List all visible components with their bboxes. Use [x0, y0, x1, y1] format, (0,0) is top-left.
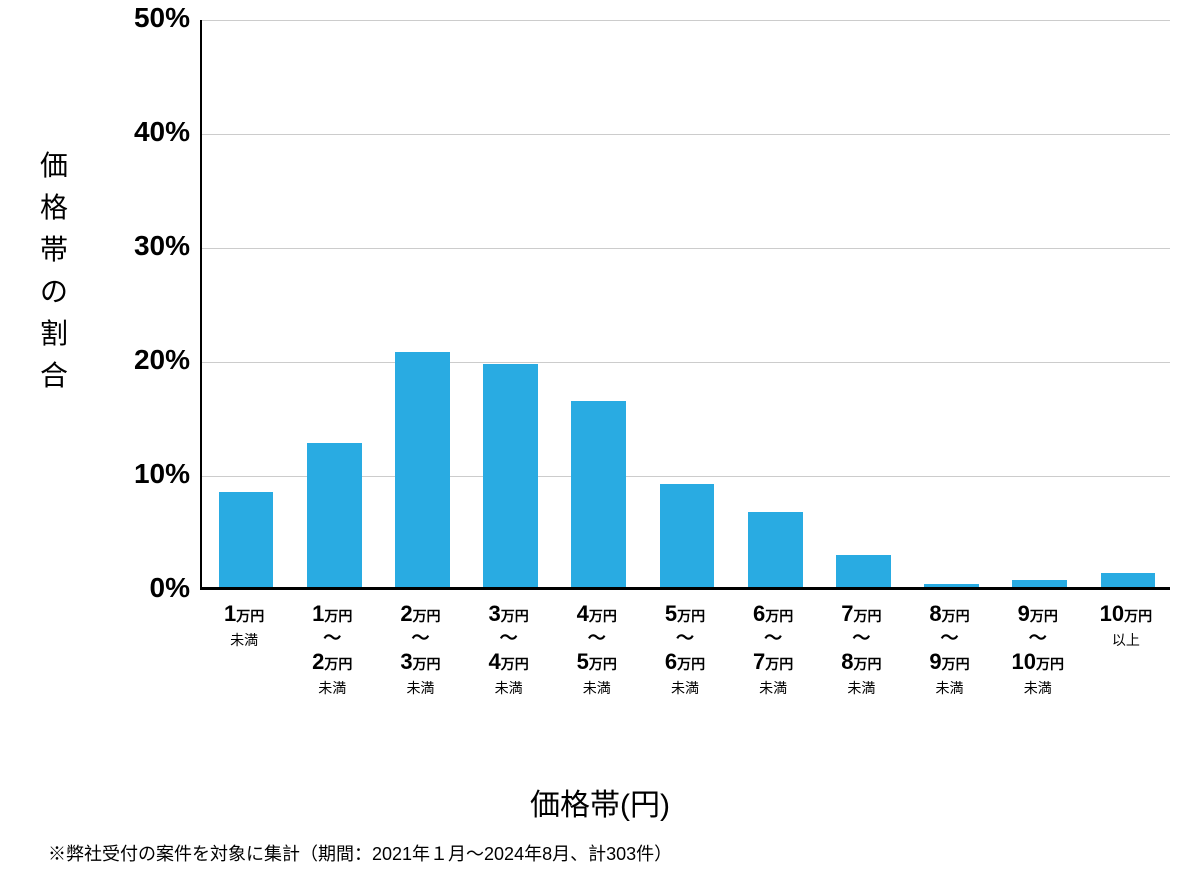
gridline [202, 20, 1170, 21]
x-tick-tilde: 〜 [376, 629, 464, 649]
y-tick-label: 30% [110, 230, 190, 262]
x-tick-suffix: 未満 [905, 679, 993, 697]
x-tick-label: 1万円〜2万円未満 [288, 600, 376, 697]
x-tick-label: 7万円〜8万円未満 [817, 600, 905, 697]
x-tick-line: 2万円 [288, 648, 376, 677]
x-tick-line: 10万円 [994, 648, 1082, 677]
y-tick-label: 10% [110, 458, 190, 490]
y-tick-label: 50% [110, 2, 190, 34]
x-tick-suffix: 未満 [817, 679, 905, 697]
gridline [202, 248, 1170, 249]
y-axis-label: 価格帯の割合 [40, 145, 68, 397]
y-axis-label-char: 格 [40, 187, 68, 229]
x-tick-suffix: 未満 [553, 679, 641, 697]
y-tick-label: 20% [110, 344, 190, 376]
x-tick-suffix: 未満 [376, 679, 464, 697]
x-tick-line: 10万円 [1082, 600, 1170, 629]
x-tick-suffix: 未満 [729, 679, 817, 697]
x-tick-line: 4万円 [553, 600, 641, 629]
x-tick-suffix: 未満 [200, 631, 288, 649]
gridline [202, 134, 1170, 135]
x-tick-line: 4万円 [465, 648, 553, 677]
x-tick-label: 2万円〜3万円未満 [376, 600, 464, 697]
bar [924, 584, 979, 587]
x-tick-suffix: 未満 [994, 679, 1082, 697]
x-tick-line: 7万円 [817, 600, 905, 629]
x-tick-line: 6万円 [641, 648, 729, 677]
x-tick-line: 7万円 [729, 648, 817, 677]
x-tick-tilde: 〜 [465, 629, 553, 649]
x-axis-label: 価格帯(円) [0, 780, 1200, 824]
y-axis-label-char: 割 [40, 313, 68, 355]
x-tick-tilde: 〜 [817, 629, 905, 649]
x-tick-suffix: 未満 [641, 679, 729, 697]
x-tick-tilde: 〜 [641, 629, 729, 649]
gridline [202, 362, 1170, 363]
x-tick-label: 1万円未満 [200, 600, 288, 649]
x-tick-label: 5万円〜6万円未満 [641, 600, 729, 697]
x-tick-line: 1万円 [288, 600, 376, 629]
x-tick-label: 3万円〜4万円未満 [465, 600, 553, 697]
x-tick-line: 8万円 [817, 648, 905, 677]
bar [307, 443, 362, 587]
bar [748, 512, 803, 587]
plot-area [200, 20, 1170, 590]
y-tick-label: 0% [110, 572, 190, 604]
bar [1012, 580, 1067, 587]
x-tick-label: 9万円〜10万円未満 [994, 600, 1082, 697]
bar [660, 484, 715, 587]
y-axis-label-char: 価 [40, 145, 68, 187]
x-tick-tilde: 〜 [905, 629, 993, 649]
bar [836, 555, 891, 587]
bar [219, 492, 274, 587]
bar [483, 364, 538, 587]
y-axis-label-char: 合 [40, 355, 68, 397]
y-axis-label-char: の [40, 271, 68, 313]
x-tick-tilde: 〜 [729, 629, 817, 649]
x-tick-suffix: 未満 [465, 679, 553, 697]
x-tick-line: 9万円 [905, 648, 993, 677]
footnote: ※弊社受付の案件を対象に集計（期間：2021年１月〜2024年8月、計303件） [48, 840, 672, 866]
bar [1101, 573, 1156, 587]
x-tick-line: 3万円 [465, 600, 553, 629]
price-distribution-chart: 価格帯の割合 0%10%20%30%40%50% 1万円未満1万円〜2万円未満2… [0, 0, 1200, 874]
x-tick-suffix: 未満 [288, 679, 376, 697]
x-tick-line: 8万円 [905, 600, 993, 629]
x-tick-line: 3万円 [376, 648, 464, 677]
x-tick-line: 2万円 [376, 600, 464, 629]
x-tick-tilde: 〜 [288, 629, 376, 649]
x-tick-line: 6万円 [729, 600, 817, 629]
x-tick-label: 8万円〜9万円未満 [905, 600, 993, 697]
x-tick-tilde: 〜 [553, 629, 641, 649]
bar [571, 401, 626, 587]
bar [395, 352, 450, 587]
x-tick-label: 10万円以上 [1082, 600, 1170, 649]
x-tick-line: 5万円 [553, 648, 641, 677]
y-axis-label-char: 帯 [40, 229, 68, 271]
x-tick-line: 9万円 [994, 600, 1082, 629]
x-tick-line: 5万円 [641, 600, 729, 629]
x-tick-suffix: 以上 [1082, 631, 1170, 649]
x-tick-label: 6万円〜7万円未満 [729, 600, 817, 697]
x-tick-line: 1万円 [200, 600, 288, 629]
x-tick-label: 4万円〜5万円未満 [553, 600, 641, 697]
x-tick-tilde: 〜 [994, 629, 1082, 649]
y-tick-label: 40% [110, 116, 190, 148]
